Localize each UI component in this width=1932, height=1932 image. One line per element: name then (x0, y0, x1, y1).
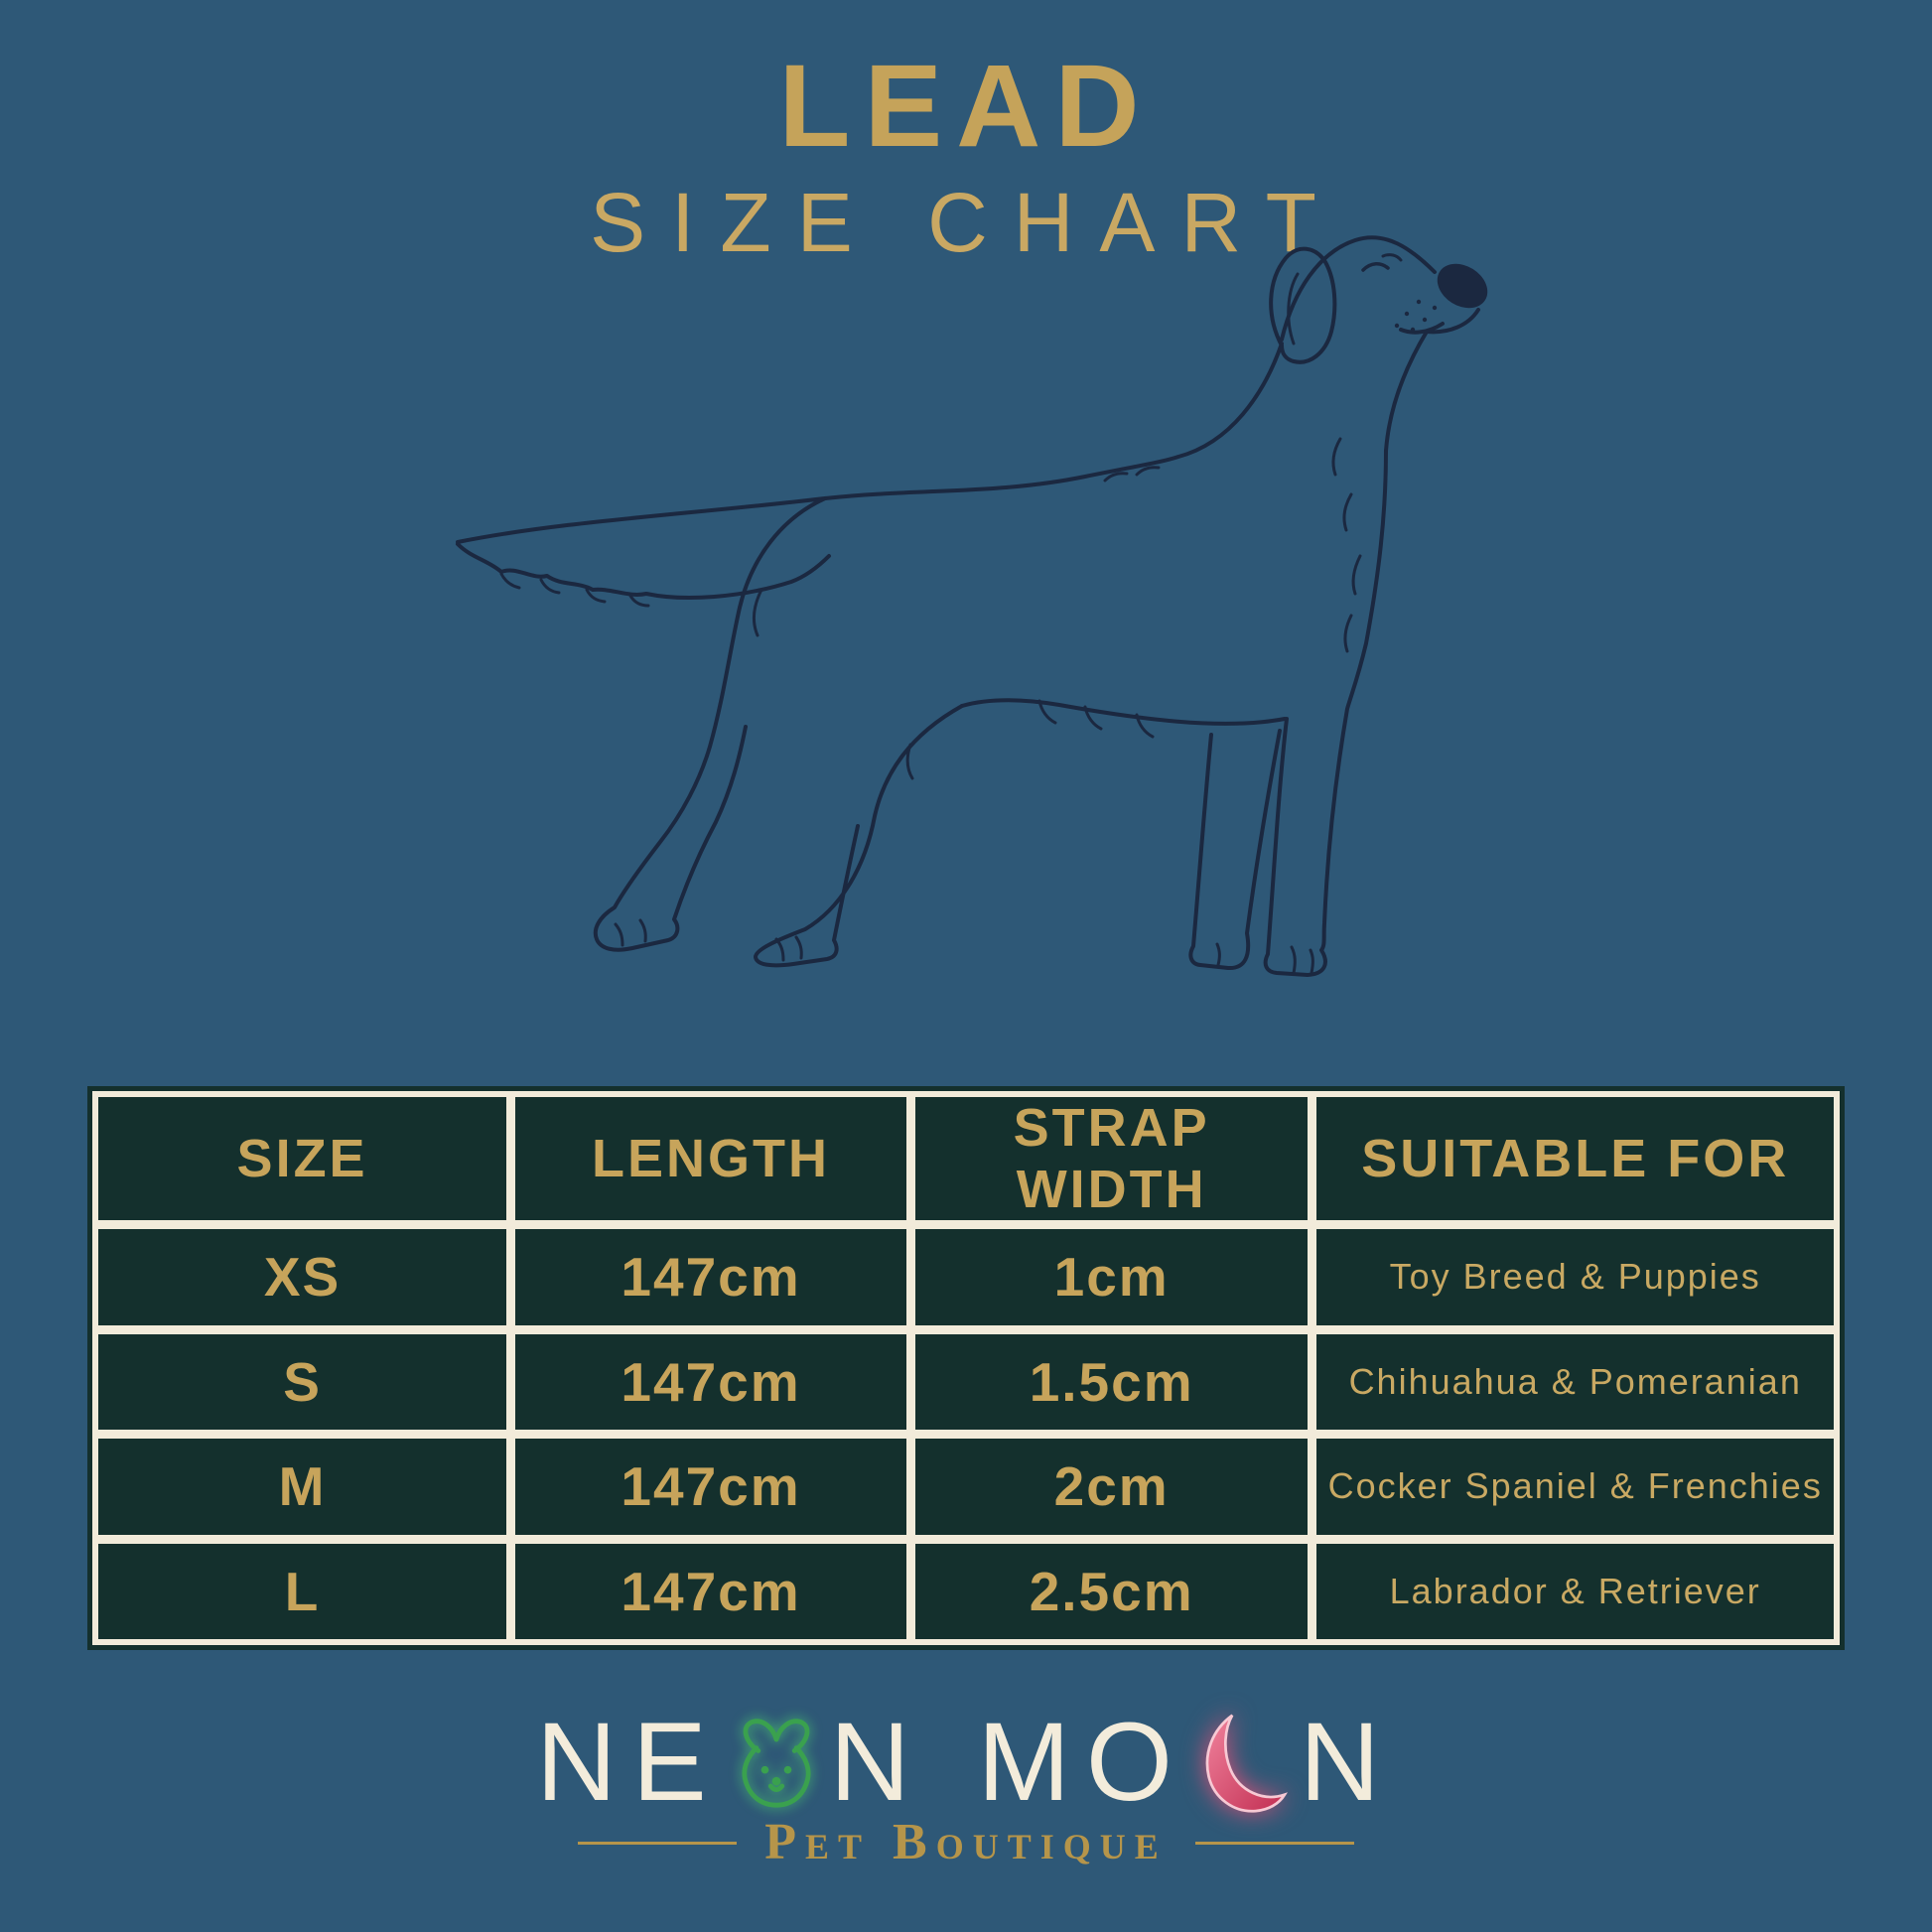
page-title: LEAD (778, 41, 1154, 172)
dog-face-icon (742, 1718, 811, 1808)
table-cell-strap: 1.5cm (912, 1331, 1311, 1432)
table-cell-suitable: Cocker Spaniel & Frenchies (1314, 1437, 1836, 1537)
page-subtitle: SIZE CHART (590, 176, 1342, 269)
table-cell-strap: 2.5cm (912, 1541, 1311, 1641)
column-header-length: LENGTH (513, 1095, 908, 1222)
table-cell-length: 147cm (513, 1437, 908, 1537)
table-cell-suitable: Labrador & Retriever (1314, 1541, 1836, 1641)
column-header-size: SIZE (96, 1095, 509, 1222)
logo-text-n2: N (1300, 1699, 1396, 1824)
brand-tagline-row: Pet Boutique (0, 1817, 1932, 1868)
column-header-suitable-for: SUITABLE FOR (1314, 1095, 1836, 1222)
brand-tagline: Pet Boutique (764, 1814, 1168, 1870)
logo-text-mo: MO (977, 1699, 1188, 1824)
table-cell-strap: 1cm (912, 1227, 1311, 1327)
table-cell-length: 147cm (513, 1541, 908, 1641)
tagline-left-rule (578, 1841, 738, 1845)
table-cell-strap: 2cm (912, 1437, 1311, 1537)
table-cell-length: 147cm (513, 1331, 908, 1432)
table-cell-size: XS (96, 1227, 509, 1327)
labrador-line-drawing-illustration (456, 235, 1488, 977)
table-cell-length: 147cm (513, 1227, 908, 1327)
tagline-right-rule (1194, 1841, 1354, 1845)
muzzle-dots (1394, 299, 1438, 333)
table-cell-suitable: Chihuahua & Pomeranian (1314, 1331, 1836, 1432)
dog-nose (1437, 263, 1488, 309)
brand-logo: NE N MO (0, 1700, 1932, 1824)
column-header-strap-width: STRAP WIDTH (912, 1095, 1311, 1222)
table-cell-size: M (96, 1437, 509, 1537)
table-cell-suitable: Toy Breed & Puppies (1314, 1227, 1836, 1327)
table-cell-size: L (96, 1541, 509, 1641)
size-chart-table: SIZE LENGTH STRAP WIDTH SUITABLE FOR XS … (87, 1086, 1845, 1650)
logo-text-n1: N (829, 1699, 926, 1824)
table-cell-size: S (96, 1331, 509, 1432)
crescent-moon-icon (1205, 1714, 1288, 1812)
logo-text-ne: NE (536, 1699, 723, 1824)
